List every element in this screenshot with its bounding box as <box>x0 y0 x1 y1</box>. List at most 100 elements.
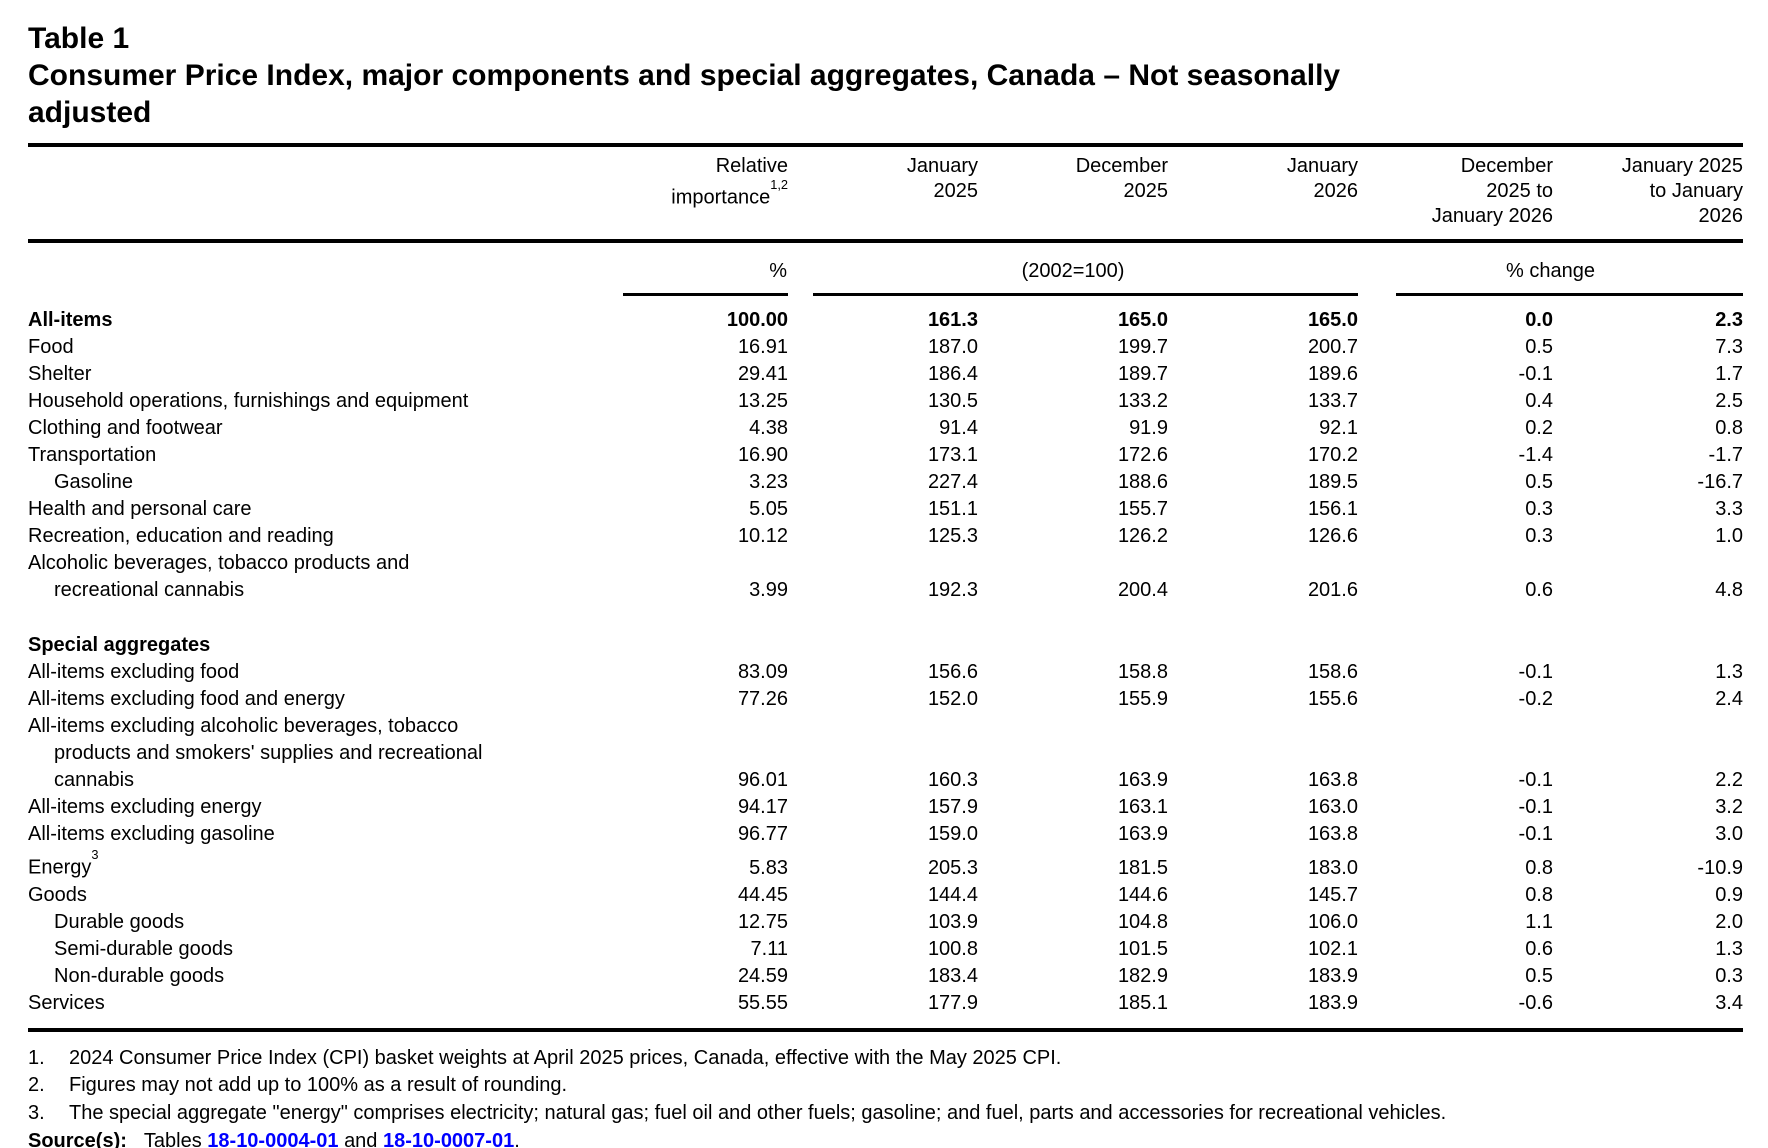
cell-value: 156.6 <box>927 661 978 683</box>
cell-value: 91.9 <box>1129 417 1168 439</box>
footnote-marker: 3 <box>91 846 99 862</box>
cell-value: 163.8 <box>1307 769 1358 791</box>
table-row: Semi-durable goods 7.11 100.8 101.5 102.1 0.6… <box>28 936 1743 963</box>
cell-value: 0.8 <box>1525 883 1553 906</box>
cell-value: 1.1 <box>1525 910 1553 933</box>
cell-value: 165.0 <box>1117 309 1168 331</box>
cell-value: -1.4 <box>1518 444 1553 466</box>
cell-value: 0.5 <box>1525 471 1553 493</box>
table-row: Energy3 5.83 205.3 181.5 183.0 0.8 -10.9 <box>28 846 1743 882</box>
row-label: Health and personal care <box>28 498 252 520</box>
cell-value: 5.83 <box>749 856 788 879</box>
footnote-text: Figures may not add up to 100% as a resu… <box>69 1074 568 1097</box>
row-label: Semi-durable goods <box>54 937 233 960</box>
cell-value: 103.9 <box>927 910 978 933</box>
cell-value: 158.6 <box>1307 661 1358 683</box>
cell-value: 192.3 <box>927 579 978 601</box>
cell-value: 96.77 <box>737 823 788 845</box>
cell-value: 13.25 <box>737 390 788 412</box>
cell-value <box>788 632 978 659</box>
cell-value: 0.5 <box>1525 336 1553 358</box>
cell-value: 130.5 <box>927 390 978 412</box>
table-number: Table 1 <box>28 22 130 55</box>
cell-value: 155.7 <box>1117 498 1168 520</box>
cell-value: -0.6 <box>1518 991 1553 1014</box>
cell-value: 199.7 <box>1117 336 1168 358</box>
cell-value: 7.3 <box>1715 336 1743 358</box>
cell-value: -16.7 <box>1697 471 1743 493</box>
cell-value <box>1358 632 1553 659</box>
source-conjunction: and <box>344 1130 378 1148</box>
table-row: Non-durable goods 24.59 183.4 182.9 183.9 0.5… <box>28 963 1743 990</box>
cell-value: 0.2 <box>1525 417 1553 439</box>
cell-value: 3.23 <box>749 471 788 493</box>
cell-value: 173.1 <box>927 444 978 466</box>
table-bottom-rule <box>28 1027 1743 1032</box>
table-row: All-items excluding energy 94.17 157.9 163.… <box>28 794 1743 821</box>
cell-value: 189.7 <box>1117 363 1168 385</box>
table-row: All-items excluding gasoline 96.77 159.0 16… <box>28 821 1743 848</box>
source-link-2[interactable]: 18-10-0007-01 <box>383 1130 515 1148</box>
cell-value: 0.4 <box>1525 390 1553 412</box>
cell-value: 0.8 <box>1715 417 1743 439</box>
table-row: Recreation, education and reading 10.12 12… <box>28 523 1743 550</box>
footnote-text: 2024 Consumer Price Index (CPI) basket w… <box>69 1046 1062 1069</box>
cell-value: 3.99 <box>749 579 788 601</box>
underline-change-cell <box>1358 293 1743 296</box>
cell-value: 101.5 <box>1117 937 1168 960</box>
cell-value <box>573 632 788 659</box>
cell-value: 159.0 <box>927 823 978 845</box>
footnotes: 1. 2024 Consumer Price Index (CPI) baske… <box>28 1045 1744 1148</box>
cell-value: 0.3 <box>1525 498 1553 520</box>
table-row: Transportation 16.90 173.1 172.6 170.2 -1.4 -1… <box>28 442 1743 469</box>
cell-value <box>1553 632 1743 659</box>
cell-value: 2.3 <box>1715 309 1743 331</box>
cell-value <box>1168 604 1358 632</box>
cell-value: 4.38 <box>749 417 788 439</box>
source-line: Source(s): Tables 18-10-0004-01 and 18-10… <box>28 1128 1744 1148</box>
cell-value: 5.05 <box>749 498 788 520</box>
column-header: December 2025 to January 2026 <box>1358 145 1553 243</box>
cell-value: 201.6 <box>1307 579 1358 601</box>
row-label: Recreation, education and reading <box>28 525 334 547</box>
cell-value: 16.90 <box>737 444 788 466</box>
cell-value: 183.9 <box>1307 991 1358 1014</box>
cell-value: 55.55 <box>737 991 788 1014</box>
cell-value: 165.0 <box>1307 309 1358 331</box>
cell-value: 0.6 <box>1525 937 1553 960</box>
cell-value: 188.6 <box>1117 471 1168 493</box>
cell-value: 172.6 <box>1117 444 1168 466</box>
underline-index <box>813 293 1358 296</box>
source-link-1[interactable]: 18-10-0004-01 <box>207 1130 339 1148</box>
cell-value: 200.4 <box>1117 579 1168 601</box>
row-label: Household operations, furnishings and eq… <box>28 390 469 412</box>
cell-value: 163.0 <box>1307 796 1358 818</box>
cell-value <box>788 604 978 632</box>
cell-value: 44.45 <box>737 883 788 906</box>
cell-value: 155.6 <box>1307 688 1358 710</box>
table-body: All-items 100.00 161.3 165.0 165.0 0.0 2.3 Food… <box>28 296 1743 1017</box>
row-label <box>28 604 573 632</box>
footnote-2: 2. Figures may not add up to 100% as a r… <box>28 1072 1744 1100</box>
cell-value <box>1358 604 1553 632</box>
cell-value <box>1168 632 1358 659</box>
cell-value: 186.4 <box>927 363 978 385</box>
cell-value: 94.17 <box>737 796 788 818</box>
row-label: All-items <box>28 309 113 331</box>
table-row: All-items excluding food 83.09 156.6 158.8 1… <box>28 659 1743 686</box>
row-label: Shelter <box>28 363 92 385</box>
cell-value: -0.2 <box>1518 688 1553 710</box>
cell-value: 157.9 <box>927 796 978 818</box>
row-label: All-items excluding gasoline <box>28 823 275 845</box>
footnote-3: 3. The special aggregate "energy" compri… <box>28 1100 1744 1128</box>
cell-value: 2.0 <box>1715 910 1743 933</box>
cell-value: 100.00 <box>726 309 788 331</box>
cell-value: 1.0 <box>1715 525 1743 547</box>
cell-value: 160.3 <box>927 769 978 791</box>
table-row: Gasoline 3.23 227.4 188.6 189.5 0.5 -16.7 <box>28 469 1743 496</box>
cell-value: 163.1 <box>1117 796 1168 818</box>
cell-value: 145.7 <box>1307 883 1358 906</box>
cell-value: 0.6 <box>1525 579 1553 601</box>
cell-value: 133.2 <box>1117 390 1168 412</box>
table-row: Services 55.55 177.9 185.1 183.9 -0.6 3.4 <box>28 990 1743 1017</box>
